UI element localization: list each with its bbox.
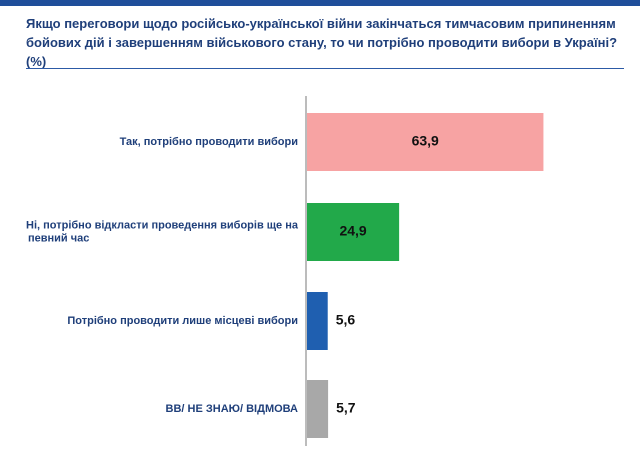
value-label-4: 5,7 (336, 400, 356, 416)
bar-3 (307, 292, 328, 350)
bars-group: 63,9 Так, потрібно проводити вибори 24,9 Ні… (26, 113, 544, 438)
title-divider (26, 68, 624, 69)
value-label-2: 24,9 (339, 223, 366, 239)
category-label-3-line-1: Потрібно проводити лише місцеві вибори (67, 315, 298, 327)
category-label-2-line-2: певний час (28, 232, 89, 244)
value-label-3: 5,6 (336, 312, 356, 328)
bar-1 (307, 113, 544, 171)
category-label-1-line-1: Так, потрібно проводити вибори (120, 136, 298, 148)
bar-2 (307, 203, 400, 261)
chart-title: Якщо переговори щодо російсько-українськ… (26, 16, 618, 69)
bar-4 (307, 380, 329, 438)
value-label-1: 63,9 (412, 133, 439, 149)
top-accent-band (0, 0, 640, 6)
category-label-2-line-1: Ні, потрібно відкласти проведення виборі… (26, 219, 299, 231)
category-label-4-line-1: ВВ/ НЕ ЗНАЮ/ ВІДМОВА (166, 403, 299, 415)
